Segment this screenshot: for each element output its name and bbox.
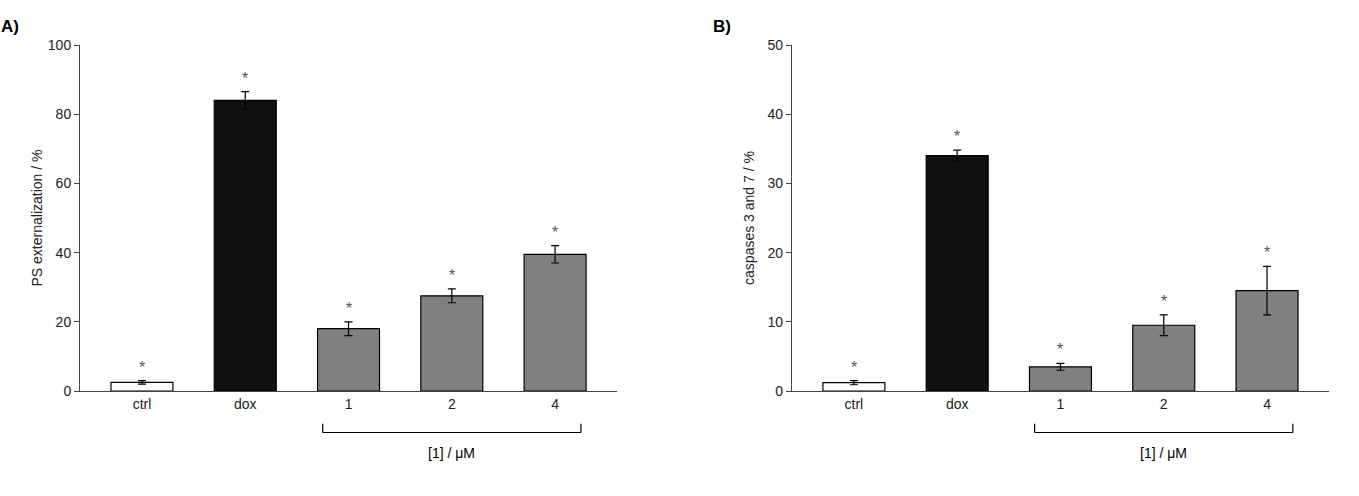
svg-text:*: * [449, 267, 455, 284]
svg-text:*: * [954, 128, 960, 145]
svg-text:*: * [552, 224, 558, 241]
svg-text:20: 20 [56, 314, 72, 330]
svg-text:4: 4 [551, 396, 559, 412]
svg-text:60: 60 [56, 175, 72, 191]
svg-text:0: 0 [63, 383, 71, 399]
svg-text:*: * [139, 359, 145, 376]
svg-text:*: * [851, 359, 857, 376]
svg-text:40: 40 [56, 245, 72, 261]
svg-text:1: 1 [345, 396, 353, 412]
svg-text:1: 1 [1057, 396, 1065, 412]
svg-text:50: 50 [768, 37, 784, 53]
svg-text:caspases 3 and 7 / %: caspases 3 and 7 / % [741, 151, 757, 285]
svg-text:0: 0 [775, 383, 783, 399]
svg-text:dox: dox [234, 396, 257, 412]
svg-text:*: * [1264, 244, 1270, 261]
svg-text:A): A) [1, 17, 19, 36]
svg-text:[1] / μM: [1] / μM [428, 445, 475, 461]
svg-text:10: 10 [768, 314, 784, 330]
svg-text:*: * [346, 300, 352, 317]
svg-text:20: 20 [768, 245, 784, 261]
svg-text:PS externalization / %: PS externalization / % [29, 150, 45, 287]
svg-text:dox: dox [946, 396, 969, 412]
svg-text:80: 80 [56, 106, 72, 122]
svg-text:40: 40 [768, 106, 784, 122]
svg-text:30: 30 [768, 175, 784, 191]
svg-text:*: * [1057, 341, 1063, 358]
svg-text:2: 2 [1160, 396, 1168, 412]
svg-text:ctrl: ctrl [133, 396, 152, 412]
svg-text:[1] / μM: [1] / μM [1140, 445, 1187, 461]
svg-text:100: 100 [48, 37, 72, 53]
svg-text:B): B) [713, 17, 731, 36]
svg-text:*: * [1161, 293, 1167, 310]
svg-text:ctrl: ctrl [845, 396, 864, 412]
svg-text:*: * [242, 70, 248, 87]
svg-text:4: 4 [1263, 396, 1271, 412]
svg-text:2: 2 [448, 396, 456, 412]
